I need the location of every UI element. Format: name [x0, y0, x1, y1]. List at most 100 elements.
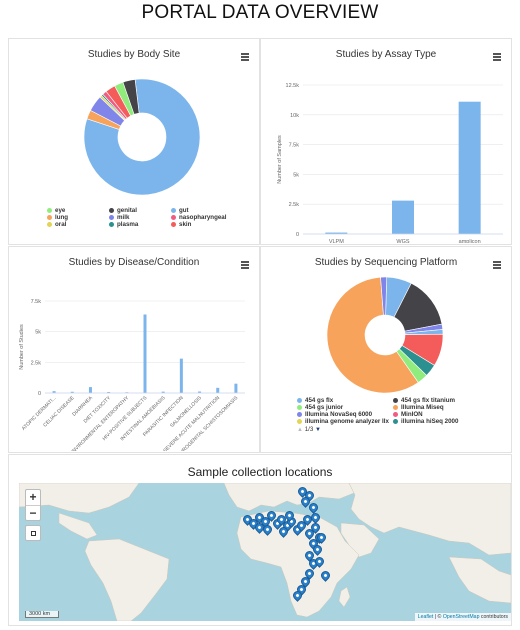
africa-land: [236, 510, 360, 618]
legend-dot-icon: [297, 411, 302, 417]
legend-item-eye[interactable]: eye: [47, 207, 65, 214]
legend-dot-icon: [297, 397, 302, 403]
y-tick-label: 2.5k: [289, 202, 300, 208]
bar-diet-toxicity[interactable]: [107, 392, 111, 393]
legend-item-illumina-hiseq-2000[interactable]: illumina hiSeq 2000: [393, 418, 458, 425]
y-tick-label: 10k: [290, 113, 299, 119]
hamburger-menu-icon[interactable]: [241, 53, 249, 61]
y-tick-label: 5k: [35, 330, 41, 336]
pager-down-icon[interactable]: ▼: [315, 427, 321, 433]
legend-dot-icon: [47, 221, 52, 227]
pie-slice-genital[interactable]: [122, 79, 140, 115]
legend-label: 454 gs flx: [305, 397, 334, 404]
legend-label: skin: [179, 221, 192, 228]
legend-label: oral: [55, 221, 67, 228]
layers-toggle-button[interactable]: [25, 525, 41, 541]
disease-title: Studies by Disease/Condition: [68, 257, 200, 268]
pie-slice-illumina-miseq[interactable]: [326, 276, 419, 394]
legend-item-454-gs-junior[interactable]: 454 gs junior: [297, 404, 343, 411]
legend-item-skin[interactable]: skin: [171, 221, 191, 228]
central-america-land: [58, 512, 98, 540]
legend-item-illumina-genome-analyzer[interactable]: illumina genome analyzer IIx: [297, 418, 389, 425]
hamburger-menu-icon[interactable]: [493, 53, 501, 61]
legend-dot-icon: [109, 207, 114, 213]
y-axis-label: Number of Samples: [277, 135, 283, 184]
zoom-control: + −: [25, 489, 41, 521]
x-tick-label: amplicon: [459, 239, 481, 243]
legend-item-milk[interactable]: milk: [109, 214, 129, 221]
assay-type-panel: Studies by Assay Type 0 2.5k 5k 7.5k 10k 12.5…: [260, 38, 512, 245]
zoom-out-button[interactable]: −: [26, 505, 40, 520]
arabia-land: [340, 522, 380, 558]
pager-text: 1/3: [304, 426, 314, 433]
hamburger-menu-icon[interactable]: [493, 261, 501, 269]
x-tick-label: SALMONELLOSIS: [169, 395, 203, 429]
legend-item-plasma[interactable]: plasma: [109, 221, 138, 228]
platform-pie-chart: [326, 276, 444, 394]
bar-celiac-disease[interactable]: [70, 391, 74, 393]
legend-label: eye: [55, 207, 66, 214]
bar-intestinal-amoebiasis[interactable]: [161, 391, 165, 393]
bar-diarrhea[interactable]: [88, 387, 92, 393]
madagascar-land: [338, 586, 351, 608]
bar-parasitic-infection[interactable]: [179, 358, 183, 393]
world-map: [19, 483, 511, 621]
legend-label: nasopharyngeal: [179, 214, 227, 221]
legend-item-oral[interactable]: oral: [47, 221, 66, 228]
legend-label: Illumina NovaSeq 6000: [305, 411, 373, 418]
europe-land: [223, 483, 355, 512]
zoom-in-button[interactable]: +: [29, 490, 37, 504]
asia-land: [348, 483, 511, 556]
legend-item-454-gs-flx[interactable]: 454 gs flx: [297, 397, 333, 404]
attrib-suffix: contributors: [479, 614, 508, 620]
legend-label: illumina genome analyzer IIx: [305, 418, 389, 425]
legend-item-nasopharyngeal[interactable]: nasopharyngeal: [171, 214, 226, 221]
bar-hiv-positive-subjects[interactable]: [143, 314, 147, 393]
legend-dot-icon: [171, 221, 176, 227]
attrib-separator: | ©: [433, 614, 443, 620]
legend-item-genital[interactable]: genital: [109, 207, 137, 214]
bar-atopic-dermati-[interactable]: [52, 391, 56, 393]
legend-dot-icon: [393, 404, 398, 410]
legend-dot-icon: [393, 411, 398, 417]
y-tick-label: 0: [38, 391, 41, 397]
y-tick-label: 5k: [293, 172, 299, 178]
legend-label: milk: [117, 214, 130, 221]
map-marker-icon[interactable]: [319, 569, 332, 582]
bar-vlpm[interactable]: [325, 232, 348, 234]
map-area[interactable]: + − 3000 km Leaflet | © OpenStreetMap co…: [19, 483, 511, 621]
osm-link[interactable]: OpenStreetMap: [442, 614, 480, 620]
legend-dot-icon: [109, 221, 114, 227]
bar-wgs[interactable]: [392, 200, 414, 234]
map-markers-layer: [19, 483, 511, 621]
pager-up-icon[interactable]: ▲: [297, 427, 303, 433]
assay-type-title: Studies by Assay Type: [335, 49, 437, 60]
legend-item-lung[interactable]: lung: [47, 214, 68, 221]
bar-salmonellosis[interactable]: [198, 391, 202, 393]
legend-item-454-gs-flx-titanium[interactable]: 454 gs flx titanium: [393, 397, 455, 404]
bar-environmental-enteropathy[interactable]: [125, 392, 129, 393]
legend-item-illumina-novaseq-6000[interactable]: Illumina NovaSeq 6000: [297, 411, 372, 418]
se-asia-land: [448, 556, 511, 604]
y-tick-label: 7.5k: [289, 143, 300, 149]
y-tick-label: 7.5k: [31, 299, 42, 305]
bar-severe-acute-malnutrition[interactable]: [216, 387, 220, 393]
hamburger-menu-icon[interactable]: [241, 261, 249, 269]
legend-label: Illumina Miseq: [401, 404, 444, 411]
legend-label: genital: [117, 207, 137, 214]
leaflet-link[interactable]: Leaflet: [417, 614, 434, 620]
legend-item-gut[interactable]: gut: [171, 207, 189, 214]
legend-dot-icon: [393, 418, 398, 424]
pie-slice-other-3[interactable]: [380, 276, 388, 316]
body-site-title: Studies by Body Site: [87, 49, 181, 60]
map-panel: Sample collection locations: [8, 454, 512, 626]
pie-slice-gut[interactable]: [83, 78, 201, 196]
legend-item-illumina-miseq[interactable]: Illumina Miseq: [393, 404, 444, 411]
bar-amplicon[interactable]: [458, 101, 481, 234]
legend-dot-icon: [47, 207, 52, 213]
legend-item-minion[interactable]: MinION: [393, 411, 423, 418]
south-america-land: [84, 538, 170, 621]
bar-urogenital-schistosomiasis[interactable]: [234, 383, 238, 393]
